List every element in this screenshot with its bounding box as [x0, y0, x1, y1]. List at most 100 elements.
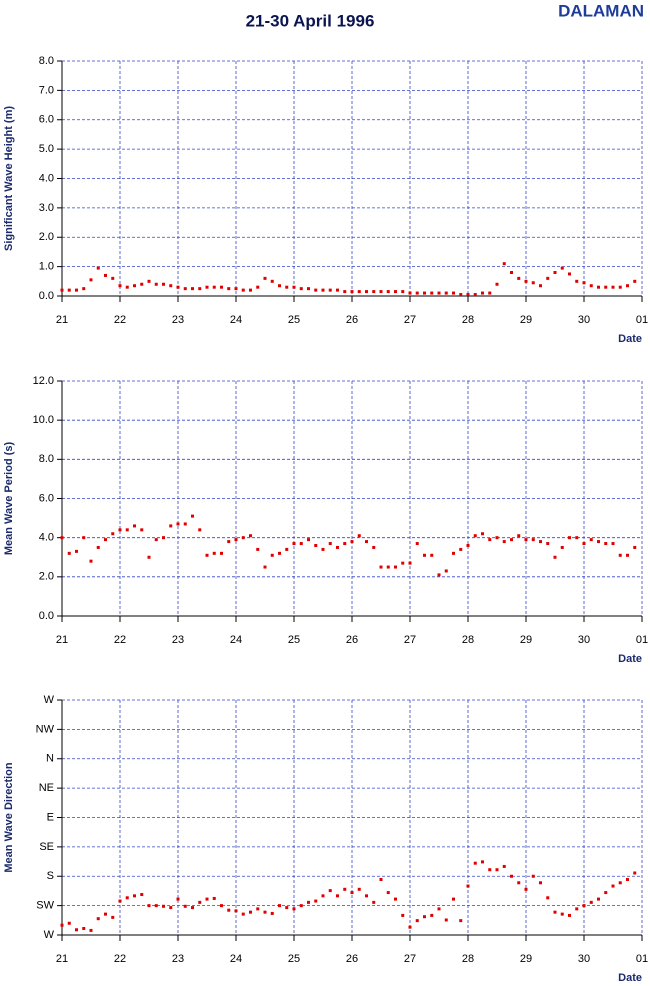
point [154, 282, 158, 286]
x-tick-label: 24 [230, 953, 242, 965]
point [560, 912, 564, 916]
point [285, 906, 289, 910]
point [169, 284, 173, 288]
point [321, 288, 325, 292]
point [423, 915, 426, 919]
point [82, 926, 86, 930]
y-axis-label: Mean Wave Direction [3, 762, 15, 873]
point [343, 542, 347, 546]
point [191, 514, 194, 518]
point [597, 540, 600, 544]
point [176, 522, 180, 526]
point [488, 538, 492, 542]
page-title: 21-30 April 1996 [246, 11, 375, 30]
y-tick-label: W [44, 929, 55, 941]
point [539, 540, 542, 544]
point [379, 290, 383, 294]
point [183, 287, 187, 291]
point [510, 271, 513, 274]
point [379, 878, 383, 882]
y-tick-label: W [44, 694, 55, 706]
point [401, 561, 405, 565]
y-axis-label: Significant Wave Height (m) [3, 106, 15, 251]
point [394, 897, 397, 901]
point [133, 284, 136, 288]
point [111, 915, 115, 919]
point [633, 871, 637, 875]
x-tick-label: 28 [462, 953, 474, 965]
point [241, 536, 245, 540]
point [205, 897, 209, 901]
point [270, 279, 274, 283]
point [568, 536, 571, 540]
point [553, 555, 557, 559]
x-tick-label: 01 [636, 634, 648, 646]
y-tick-label: 0.0 [39, 290, 54, 302]
point [140, 893, 144, 897]
point [328, 542, 332, 546]
point [560, 266, 564, 270]
x-tick-label: 22 [114, 953, 126, 965]
x-axis-label: Date [618, 333, 642, 345]
point [307, 287, 310, 291]
point [89, 928, 93, 932]
point [162, 282, 165, 286]
point [249, 534, 252, 538]
point [350, 540, 354, 544]
point [89, 559, 93, 563]
point [104, 538, 107, 542]
point [104, 273, 107, 277]
y-axis-label: Mean Wave Period (s) [3, 442, 15, 556]
point [234, 287, 238, 291]
y-tick-label: 6.0 [39, 492, 54, 504]
point [336, 894, 339, 898]
point [408, 561, 412, 565]
point [481, 291, 484, 295]
point [299, 904, 303, 908]
point [379, 565, 383, 569]
x-tick-label: 01 [636, 314, 648, 326]
point [140, 282, 144, 286]
point [198, 287, 202, 291]
point [546, 896, 550, 900]
point [408, 925, 412, 929]
x-tick-label: 28 [462, 314, 474, 326]
point [321, 547, 325, 551]
point [256, 285, 260, 289]
point [212, 551, 216, 555]
point [423, 291, 426, 295]
y-tick-label: 7.0 [39, 84, 54, 96]
point [125, 285, 129, 289]
point [336, 545, 339, 549]
y-tick-label: 0.0 [39, 610, 54, 622]
point [495, 536, 499, 540]
point [372, 900, 376, 904]
point [75, 549, 78, 553]
point [212, 285, 216, 289]
point [292, 285, 296, 289]
point [452, 897, 455, 901]
point [604, 285, 608, 289]
point [314, 544, 318, 547]
point [437, 291, 441, 295]
point [626, 878, 629, 882]
point [633, 279, 637, 283]
point [125, 896, 129, 900]
x-tick-label: 23 [172, 634, 184, 646]
point [357, 534, 361, 538]
point [517, 534, 521, 538]
point [336, 288, 339, 292]
point [350, 290, 354, 294]
point [437, 907, 441, 911]
point [321, 894, 325, 898]
point [444, 291, 448, 295]
x-tick-label: 30 [578, 953, 590, 965]
point [452, 551, 455, 555]
point [430, 291, 434, 295]
point [169, 906, 173, 910]
point [488, 868, 492, 872]
point [597, 897, 600, 901]
point [553, 910, 557, 914]
point [111, 532, 115, 536]
point [96, 917, 100, 921]
